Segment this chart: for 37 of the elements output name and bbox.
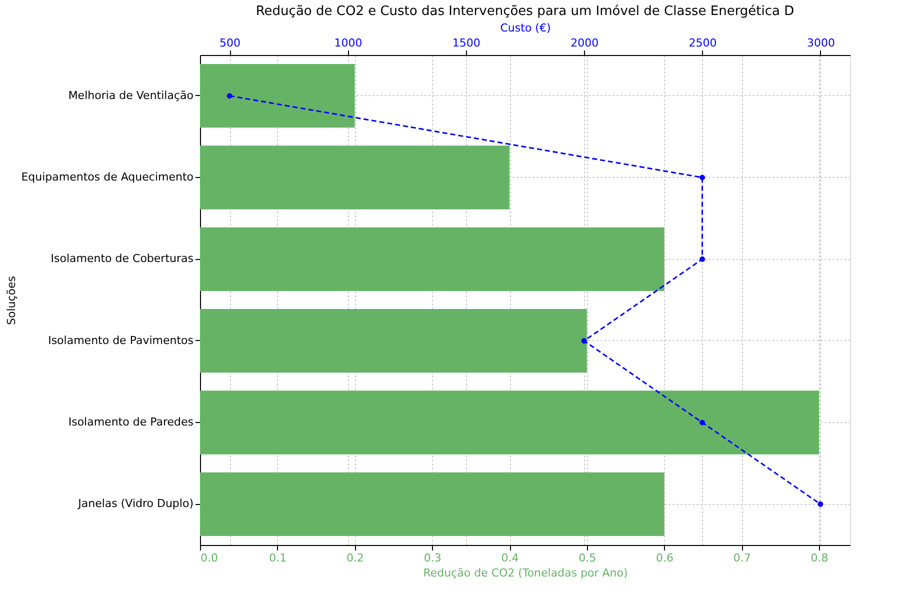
y-tick-label: Janelas (Vidro Duplo) [77, 497, 194, 510]
x-tick-label: 0.5 [578, 552, 596, 564]
y-tick-label: Isolamento de Coberturas [50, 252, 194, 266]
x2-tick-label: 1500 [452, 36, 480, 50]
chart-title: Redução de CO2 e Custo das Intervenções para um Imóvel de Classe Energética D [256, 4, 794, 19]
point [700, 256, 706, 262]
x-tick-label: 0.4 [501, 552, 519, 564]
y-tick-label: Isolamento de Pavimentos [48, 334, 194, 347]
x2-axis-title: Custo (€) [500, 22, 551, 34]
x-tick-label: 0.3 [424, 552, 442, 564]
x2-tick-label: 500 [220, 36, 241, 50]
x-tick-label: 0.7 [733, 552, 751, 564]
bar [200, 146, 510, 210]
x2-tick-label: 3000 [806, 36, 835, 50]
x2-tick-label: 2000 [570, 36, 599, 50]
bar [200, 390, 820, 454]
x-tick-label: 0.8 [810, 552, 828, 564]
point [700, 174, 706, 180]
bar [200, 227, 664, 292]
point [700, 420, 706, 426]
y-tick-label: Equipamentos de Aquecimento [21, 170, 194, 184]
x2-tick-label: 2500 [688, 36, 717, 50]
point [226, 93, 232, 99]
y-tick-label: Isolamento de Paredes [68, 416, 194, 428]
bar [200, 308, 587, 373]
x-tick-label: 0.6 [656, 552, 674, 564]
x-tick-label: 0.2 [346, 552, 364, 564]
point [581, 338, 587, 344]
x-axis-title: Redução de CO2 (Toneladas por Ano) [423, 566, 628, 580]
y-axis-title: Soluções [5, 276, 18, 326]
point [818, 501, 824, 507]
y-tick-label: Melhoria de Ventilação [68, 88, 194, 102]
bar [200, 64, 355, 128]
x-tick-label: 0.0 [200, 552, 218, 564]
bar [200, 472, 664, 536]
x2-tick-label: 1000 [334, 36, 362, 50]
x-tick-label: 0.1 [269, 552, 287, 564]
